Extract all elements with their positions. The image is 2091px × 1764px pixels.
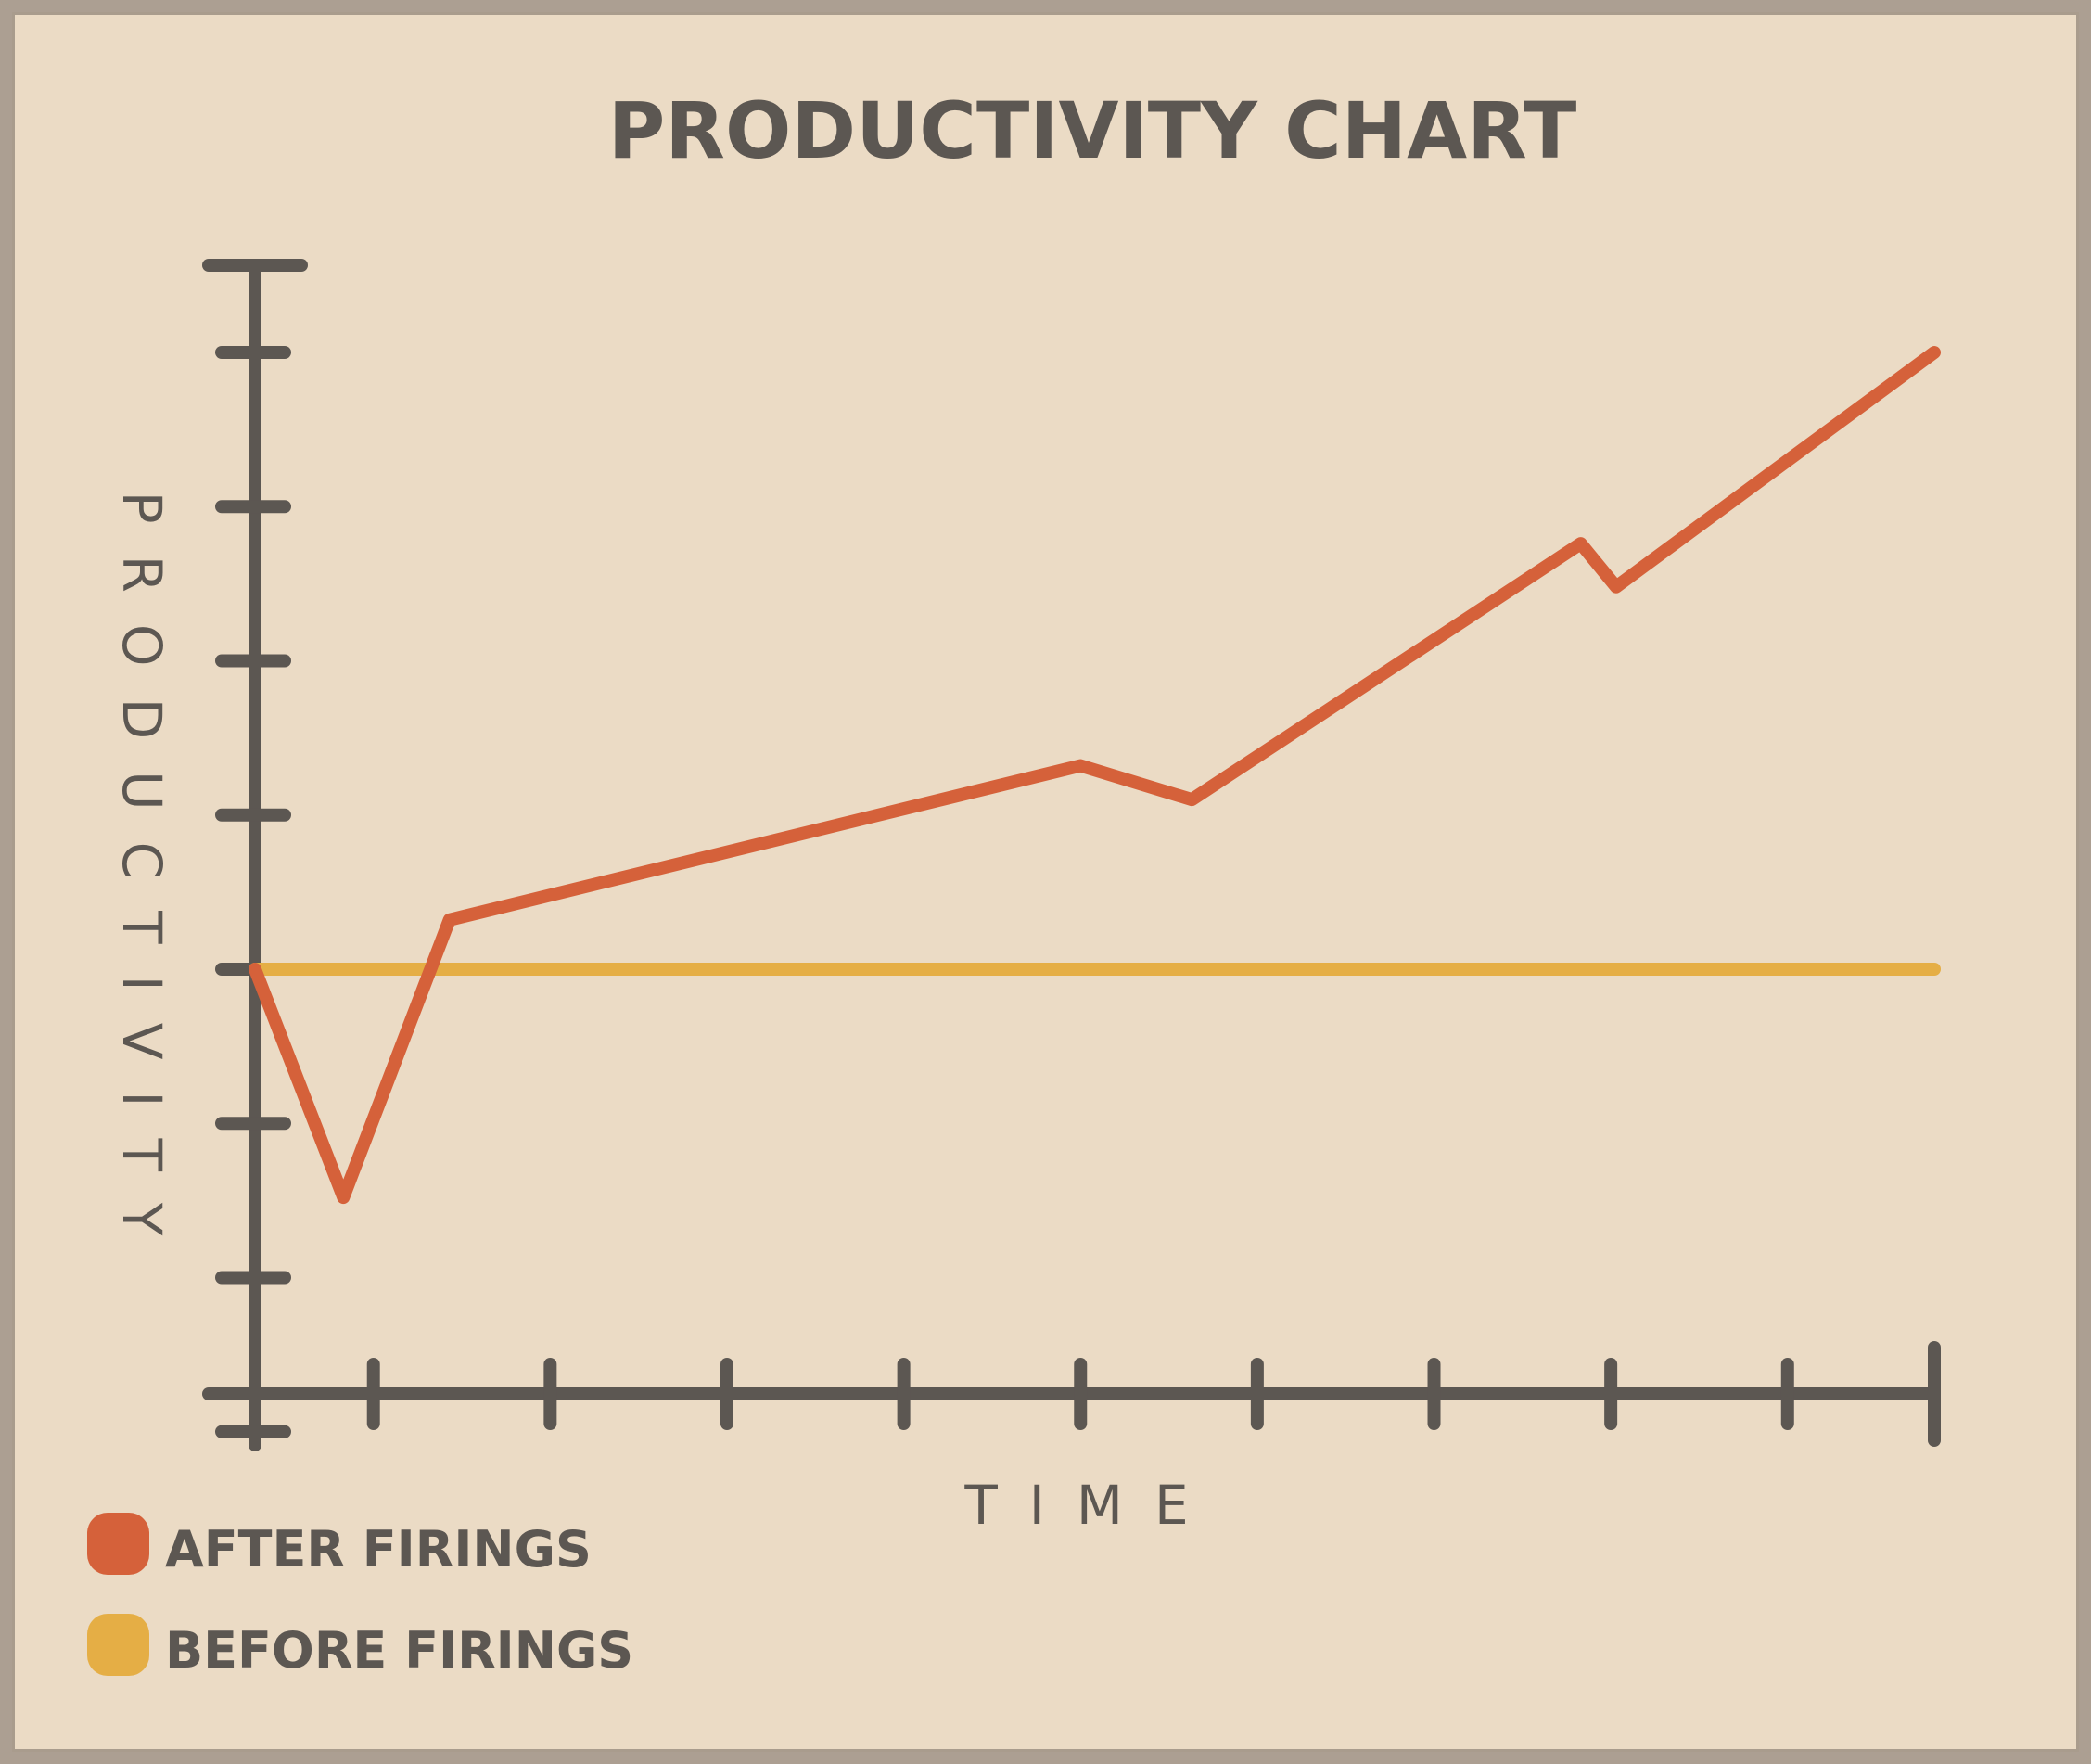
legend-label-before-firings: BEFORE FIRINGS [165, 1621, 633, 1680]
chart-svg: PRODUCTIVITY CHART TIME PRODUCTIVITY AFT… [87, 85, 1941, 1680]
series-line-after-firings [249, 346, 1941, 1205]
legend: AFTER FIRINGS BEFORE FIRINGS [87, 1513, 633, 1680]
legend-label-after-firings: AFTER FIRINGS [165, 1520, 592, 1579]
series-layer [249, 346, 1941, 1205]
axes [202, 259, 1941, 1451]
chart-title: PRODUCTIVITY CHART [608, 85, 1577, 176]
legend-swatch-before-firings [87, 1614, 149, 1676]
chart-frame: PRODUCTIVITY CHART TIME PRODUCTIVITY AFT… [12, 12, 2079, 1752]
y-axis-label: PRODUCTIVITY [110, 492, 173, 1268]
x-axis-label: TIME [963, 1474, 1219, 1537]
legend-swatch-after-firings [87, 1513, 149, 1575]
